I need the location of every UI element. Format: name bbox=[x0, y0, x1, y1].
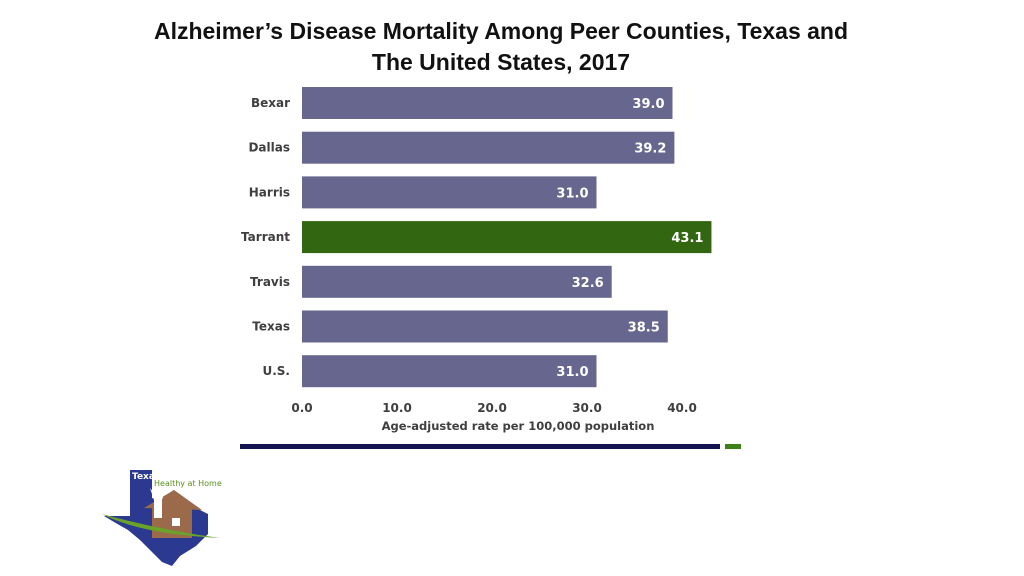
chart-title-line-2: The United States, 2017 bbox=[371, 49, 631, 75]
bar-travis bbox=[302, 265, 612, 298]
category-label-bexar: Bexar bbox=[251, 96, 290, 110]
value-label-travis: 32.6 bbox=[572, 276, 604, 291]
x-tick-labels: 0.0 10.0 20.0 30.0 40.0 bbox=[291, 401, 696, 415]
value-label-u-s: 31.0 bbox=[556, 365, 588, 380]
category-label-texas: Texas bbox=[252, 320, 290, 334]
value-label-dallas: 39.2 bbox=[634, 142, 666, 157]
category-label-dallas: Dallas bbox=[248, 141, 290, 155]
category-label-harris: Harris bbox=[249, 185, 290, 199]
bar-dallas bbox=[302, 131, 675, 164]
bars-group bbox=[302, 87, 712, 388]
value-label-texas: 38.5 bbox=[628, 321, 660, 336]
category-label-tarrant: Tarrant bbox=[241, 230, 290, 244]
texas-healthy-at-home-logo: Texas Healthy at Home bbox=[102, 470, 222, 566]
x-tick-label: 30.0 bbox=[572, 401, 602, 415]
value-label-tarrant: 43.1 bbox=[671, 231, 703, 246]
person-head-icon bbox=[154, 488, 162, 496]
logo-texas-text: Texas bbox=[132, 472, 160, 482]
footer-rule-green bbox=[725, 444, 741, 449]
value-labels: 39.0 39.2 31.0 43.1 32.6 38.5 31.0 bbox=[556, 97, 703, 380]
value-label-bexar: 39.0 bbox=[632, 97, 664, 112]
x-tick-label: 0.0 bbox=[291, 401, 312, 415]
logo-tagline-text: Healthy at Home bbox=[154, 479, 222, 488]
x-tick-label: 40.0 bbox=[667, 401, 697, 415]
chart-title: Alzheimer’s Disease Mortality Among Peer… bbox=[0, 16, 1002, 78]
footer-rule-navy bbox=[240, 444, 720, 449]
x-tick-label: 10.0 bbox=[382, 401, 412, 415]
bar-bexar bbox=[302, 87, 673, 119]
value-label-harris: 31.0 bbox=[556, 186, 588, 201]
house-window-shape bbox=[172, 518, 180, 526]
person-body-icon bbox=[150, 488, 166, 518]
category-label-u-s: U.S. bbox=[262, 364, 290, 378]
bar-u-s bbox=[302, 355, 597, 388]
bar-tarrant bbox=[302, 221, 712, 254]
category-label-travis: Travis bbox=[250, 275, 290, 289]
bar-texas bbox=[302, 310, 668, 343]
x-tick-label: 20.0 bbox=[477, 401, 507, 415]
category-labels: Bexar Dallas Harris Tarrant Travis Texas U.S. bbox=[241, 96, 290, 378]
bar-harris bbox=[302, 176, 597, 209]
chart-title-line-1: Alzheimer’s Disease Mortality Among Peer… bbox=[153, 18, 849, 44]
x-axis-label: Age-adjusted rate per 100,000 population bbox=[382, 419, 655, 433]
